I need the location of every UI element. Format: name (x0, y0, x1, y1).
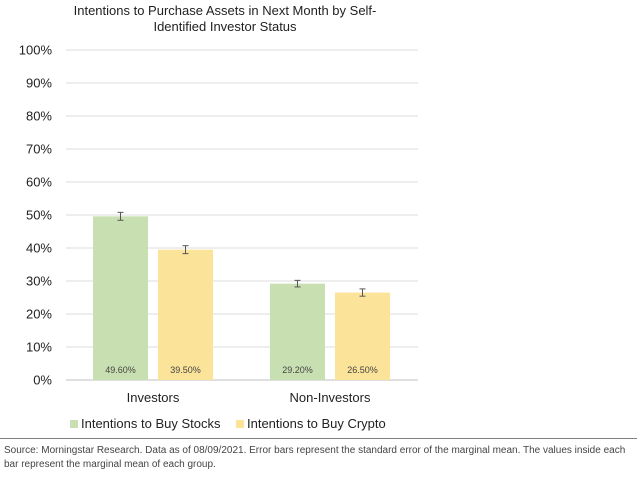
legend: Intentions to Buy Stocks Intentions to Bu… (70, 416, 386, 431)
y-axis-ticks: 0% 10% 20% 30% 40% 50% 60% 70% 80% 90% 100% (19, 43, 53, 388)
data-label: 26.50% (347, 365, 378, 375)
y-tick-label: 90% (26, 76, 52, 91)
chart-title: Intentions to Purchase Assets in Next Mo… (74, 3, 377, 34)
legend-label: Intentions to Buy Stocks (81, 416, 221, 431)
y-tick-label: 70% (26, 142, 52, 157)
bar (158, 249, 213, 380)
x-category-label: Non-Investors (290, 390, 371, 405)
data-label: 49.60% (105, 365, 136, 375)
y-tick-label: 60% (26, 175, 52, 190)
bar (270, 283, 325, 380)
source-note: Source: Morningstar Research. Data as of… (4, 445, 626, 470)
data-label: 39.50% (170, 365, 201, 375)
chart-title-line: Intentions to Purchase Assets in Next Mo… (74, 3, 377, 18)
chart: Intentions to Purchase Assets in Next Mo… (0, 3, 637, 439)
bar (335, 292, 390, 380)
y-tick-label: 0% (33, 373, 52, 388)
y-tick-label: 50% (26, 208, 52, 223)
y-tick-label: 10% (26, 340, 52, 355)
x-category-label: Investors (127, 390, 180, 405)
data-label: 29.20% (282, 365, 313, 375)
x-axis-categories: Investors Non-Investors (127, 390, 371, 405)
chart-title-line: Identified Investor Status (153, 19, 297, 34)
legend-label: Intentions to Buy Crypto (247, 416, 386, 431)
y-tick-label: 30% (26, 274, 52, 289)
legend-swatch (70, 420, 78, 428)
y-tick-label: 40% (26, 241, 52, 256)
y-tick-label: 80% (26, 109, 52, 124)
y-tick-label: 100% (19, 43, 53, 58)
bar (93, 216, 148, 380)
y-tick-label: 20% (26, 307, 52, 322)
bars: 49.60% 39.50% 29.20% 26.50% (93, 211, 390, 380)
legend-swatch (236, 420, 244, 428)
